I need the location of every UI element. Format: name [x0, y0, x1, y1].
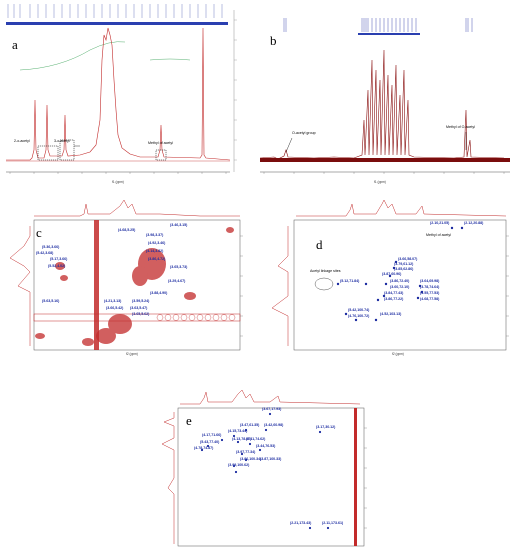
panel-c-peak-12: (3.29,4.67): [168, 279, 186, 283]
panel-a-spectrum: [6, 4, 237, 174]
panel-d-peak-10: (3.60,72.10): [390, 285, 410, 289]
panel-c-peak-15: (3.59,5.24): [132, 299, 150, 303]
panel-d-peak-16: (5.42,100.74): [348, 308, 370, 312]
panel-c-peak-17: (3.63,5.47): [130, 306, 148, 310]
panel-c-peak-19: (5.63,5.16): [42, 299, 60, 303]
panel-d-peak-18: (4.52,103.13): [380, 312, 402, 316]
panel-d-methyl-label: Methyl of acetyl: [426, 233, 451, 237]
panel-a-1h-nmr: a 2-o-acetyl 3-o-acetyl Methyl of acetyl…: [0, 0, 250, 190]
panel-e-peak-1: (3.67,17.93): [262, 407, 282, 411]
panel-c-peak-10: (3.86,4.72): [148, 257, 166, 261]
panel-d-label: d: [316, 237, 323, 252]
panel-c-axis-label: f2 (ppm): [126, 352, 138, 356]
panel-e-spectrum: [161, 389, 367, 547]
panel-d-acetyl-linkage-label: Acetyl linkage sites: [310, 269, 341, 273]
panel-d-peak-17: (4.76,100.72): [348, 314, 370, 318]
panel-d-peak-12: (3.55,77.53): [420, 291, 440, 295]
panel-d-peak-15: (4.68,77.58): [420, 297, 440, 301]
panel-c-peak-5: (5.36,3.66): [42, 245, 60, 249]
panel-d-peak-9: (3.64,69.98): [420, 279, 440, 283]
panel-d-spectrum: [271, 199, 509, 351]
panel-e-peak-12: (3.97,77.34): [236, 450, 256, 454]
panel-d-peak-13: (3.84,77.43): [384, 291, 404, 295]
panel-a-3-o-acetyl-label: 3-o-acetyl: [54, 139, 70, 143]
panel-e-peak-6: (4.17,71.66): [202, 433, 222, 437]
panel-e-peak-7: (4.13,78.57): [232, 437, 252, 441]
panel-c-peak-1: (4.68,5.25): [118, 228, 136, 232]
panel-c-label: c: [36, 225, 42, 240]
panel-a-methyl-label: Methyl of acetyl: [148, 141, 173, 145]
panel-a-axis-label: f1 (ppm): [112, 180, 124, 184]
panel-b-spectrum: [259, 18, 510, 174]
panel-c-peak-2: (3.46,3.15): [170, 223, 188, 227]
panel-d-peak-3: (3.66,58.07): [398, 257, 418, 261]
panel-c-peak-18: (3.65,5.62): [132, 312, 150, 316]
panel-c-peak-16: (3.66,5.42): [106, 306, 124, 310]
panel-e-peak-3: (3.42,60.98): [264, 423, 284, 427]
panel-c-peak-11: (3.65,3.73): [170, 265, 188, 269]
panel-c-peak-3: (3.98,3.37): [146, 233, 164, 237]
panel-c-peak-14: (4.21,3.13): [104, 299, 122, 303]
panel-c-peak-7: (5.42,3.68): [36, 251, 54, 255]
panel-b-o-acetyl-group-label: O-acetyl group: [292, 131, 316, 135]
panel-e-peak-10: (4.78,74.87): [194, 446, 214, 450]
panel-d-peak-1: (2.10,21.05): [430, 221, 450, 225]
panel-c-peak-9: (5.52,4.02): [48, 264, 66, 268]
panel-b-label: b: [270, 33, 277, 48]
panel-a-2-o-acetyl-label: 2-o-acetyl: [14, 139, 30, 143]
panel-e-peak-4: (4.15,73.44): [228, 429, 248, 433]
panel-e-peak-8: (3.41,74.62): [246, 437, 266, 441]
panel-e-peak-17: (2.11,173.61): [322, 521, 344, 525]
panel-e-peak-15: (3.99,100.62): [228, 463, 250, 467]
panel-d-peak-5: (3.85,62.86): [394, 267, 414, 271]
panel-a-label: a: [12, 37, 18, 52]
panel-b-methyl-label: Methyl of O-acetyl: [446, 125, 475, 129]
panel-c-peak-4: (4.92,3.46): [148, 241, 166, 245]
panel-c-peak-8: (5.17,3.66): [50, 257, 68, 261]
panel-d-peak-2: (2.12,20.88): [464, 221, 484, 225]
panel-d-peak-14: (3.86,77.22): [384, 297, 404, 301]
panel-d-peak-7: (5.12,71.84): [340, 279, 360, 283]
panel-d-peak-6: (3.87,60.96): [382, 272, 402, 276]
panel-d-hsqc: d Methyl of acetyl Acetyl linkage sites …: [266, 196, 524, 356]
panel-e-peak-9: (5.43,77.40): [200, 440, 220, 444]
panel-e-hmbc: e (3.67,17.93) (3.47,61.35) (3.42,60.98)…: [150, 388, 374, 550]
panel-b-13c-nmr: b O-acetyl group Methyl of O-acetyl f1 (…: [254, 0, 524, 190]
panel-e-peak-16: (2.21,173.43): [290, 521, 312, 525]
panel-c-peak-6: (4.14,3.82): [146, 249, 164, 253]
panel-e-peak-13: (3.86,100.34): [240, 457, 262, 461]
panel-d-peak-4: (3.79,61.12): [394, 262, 414, 266]
panel-d-peak-8: (3.86,72.40): [390, 279, 410, 283]
panel-c-cosy: c (4.68,5.25) (3.46,3.15) (3.98,3.37) (4…: [0, 196, 262, 356]
panel-c-spectrum: [9, 199, 243, 351]
panel-e-peak-5: (3.17,30.12): [316, 425, 336, 429]
panel-c-peak-13: (3.88,4.90): [150, 291, 168, 295]
panel-e-peak-2: (3.47,61.35): [240, 423, 260, 427]
panel-b-axis-label: f1 (ppm): [374, 180, 386, 184]
panel-d-peak-11: (3.78,74.64): [420, 285, 440, 289]
panel-d-axis-label: f2 (ppm): [392, 352, 404, 356]
panel-e-peak-11: (3.44,76.53): [256, 444, 276, 448]
panel-e-peak-14: (3.87,100.33): [260, 457, 282, 461]
panel-e-label: e: [186, 413, 192, 428]
